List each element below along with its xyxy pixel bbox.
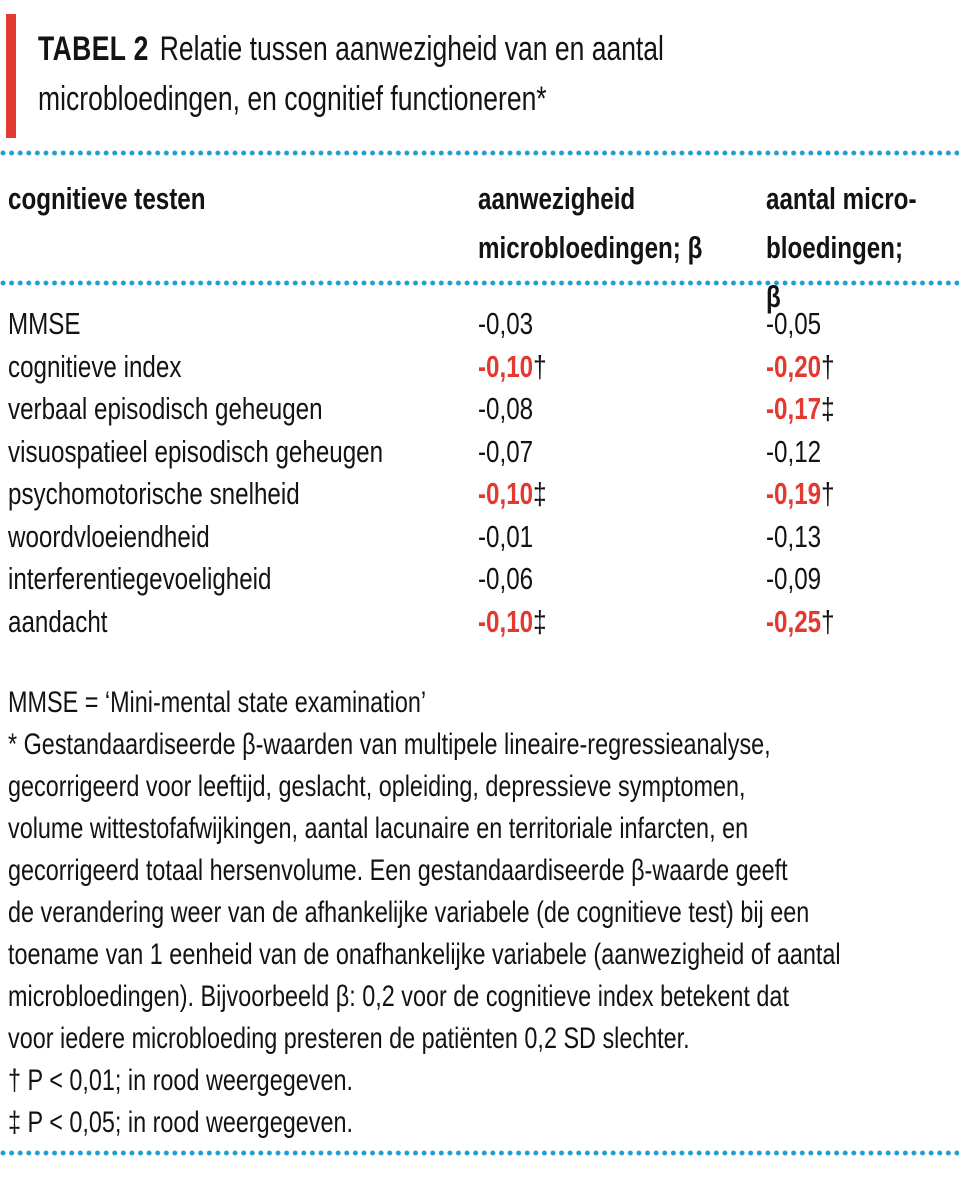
presence-value-cell: -0,10† (478, 346, 566, 389)
table-row: verbaal episodisch geheugen -0,08 -0,17‡ (8, 388, 959, 431)
presence-value-cell: -0,10‡ (478, 601, 566, 644)
row-test-label: MMSE (8, 306, 81, 341)
significance-marker: † (821, 476, 835, 511)
count-value-cell: -0,05 (766, 303, 837, 346)
table-row: woordvloeiendheid -0,01 -0,13 (8, 516, 959, 559)
row-test-label: cognitieve index (8, 348, 182, 384)
count-value: -0,17 (766, 391, 822, 426)
count-value: -0,25 (766, 603, 822, 639)
table-row: psychomotorische snelheid -0,10‡ -0,19† (8, 473, 959, 516)
table-number-label: TABEL 2 (38, 30, 149, 68)
count-value-cell: -0,17‡ (766, 388, 854, 431)
presence-value-cell: -0,01 (478, 516, 549, 559)
presence-value: -0,01 (478, 518, 534, 554)
significance-marker: † (533, 348, 547, 384)
presence-value: -0,07 (478, 433, 534, 469)
table-row: visuospatieel episodisch geheugen -0,07 … (8, 431, 959, 474)
count-value: -0,13 (766, 518, 822, 554)
presence-value: -0,06 (478, 561, 534, 596)
presence-value-cell: -0,06 (478, 558, 549, 601)
presence-value: -0,10 (478, 476, 534, 511)
table-body: MMSE -0,03 -0,05 cognitieve index -0,10†… (8, 303, 959, 643)
significance-marker: † (821, 348, 835, 384)
row-test-label: interferentiegevoeligheid (8, 561, 272, 596)
row-test-label: aandacht (8, 603, 108, 639)
significance-marker: ‡ (821, 391, 835, 426)
table-row: cognitieve index -0,10† -0,20† (8, 346, 959, 389)
presence-value-cell: -0,07 (478, 431, 549, 474)
significance-marker: ‡ (533, 476, 547, 511)
footnote-line: gecorrigeerd voor leeftijd, geslacht, op… (8, 770, 746, 803)
presence-value: -0,10 (478, 603, 534, 639)
table-row: aandacht -0,10‡ -0,25† (8, 601, 959, 644)
column-header-number-microbleeds: aantal micro- bloedingen; β (766, 181, 917, 314)
count-value: -0,05 (766, 306, 822, 341)
footnote-line: toename van 1 eenheid van de onafhankeli… (8, 938, 841, 971)
row-test-label: woordvloeiendheid (8, 518, 210, 554)
presence-value-cell: -0,08 (478, 388, 549, 431)
count-value-cell: -0,13 (766, 516, 837, 559)
dotted-divider-bottom (0, 1150, 959, 1156)
row-test-label: visuospatieel episodisch geheugen (8, 433, 384, 469)
presence-value: -0,03 (478, 306, 534, 341)
footnote-line: * Gestandaardiseerde β-waarden van multi… (8, 728, 771, 761)
title-accent-bar (6, 14, 16, 138)
count-value-cell: -0,09 (766, 558, 837, 601)
count-value: -0,12 (766, 433, 822, 469)
count-value-cell: -0,19† (766, 473, 854, 516)
presence-value-cell: -0,03 (478, 303, 549, 346)
column-header-cognitive-tests: cognitieve testen (8, 181, 206, 216)
footnote-line: microbloedingen). Bijvoorbeeld β: 0,2 vo… (8, 980, 789, 1013)
row-test-label: psychomotorische snelheid (8, 476, 300, 511)
count-value: -0,20 (766, 348, 822, 384)
footnote-line: volume wittestofafwijkingen, aantal lacu… (8, 812, 749, 845)
dotted-divider-top (0, 150, 959, 156)
table-row: interferentiegevoeligheid -0,06 -0,09 (8, 558, 959, 601)
count-value-cell: -0,12 (766, 431, 837, 474)
count-value: -0,19 (766, 476, 822, 511)
count-value-cell: -0,20† (766, 346, 854, 389)
table-title: TABEL 2 Relatie tussen aanwezigheid van e… (38, 24, 938, 124)
footnotes-block: MMSE = ‘Mini-mental state examination’ *… (8, 682, 959, 1144)
footnote-double-dagger-legend: ‡ P < 0,05; in rood weergegeven. (8, 1106, 353, 1139)
table-row: MMSE -0,03 -0,05 (8, 303, 959, 346)
footnote-line: de verandering weer van de afhankelijke … (8, 896, 810, 929)
significance-marker: ‡ (533, 603, 547, 639)
footnote-dagger-legend: † P < 0,01; in rood weergegeven. (8, 1064, 353, 1097)
presence-value-cell: -0,10‡ (478, 473, 566, 516)
column-header-presence-microbleeds: aanwezigheid microbloedingen; β (478, 181, 703, 265)
footnote-line: gecorrigeerd totaal hersenvolume. Een ge… (8, 854, 788, 887)
presence-value: -0,08 (478, 391, 534, 426)
row-test-label: verbaal episodisch geheugen (8, 391, 323, 426)
dotted-divider-header (0, 280, 959, 286)
footnote-line: voor iedere microbloeding presteren de p… (8, 1022, 690, 1055)
footnote-line: MMSE = ‘Mini-mental state examination’ (8, 686, 427, 719)
significance-marker: † (821, 603, 835, 639)
count-value: -0,09 (766, 561, 822, 596)
table-title-text: Relatie tussen aanwezigheid van en aanta… (38, 30, 664, 118)
count-value-cell: -0,25† (766, 601, 854, 644)
presence-value: -0,10 (478, 348, 534, 384)
